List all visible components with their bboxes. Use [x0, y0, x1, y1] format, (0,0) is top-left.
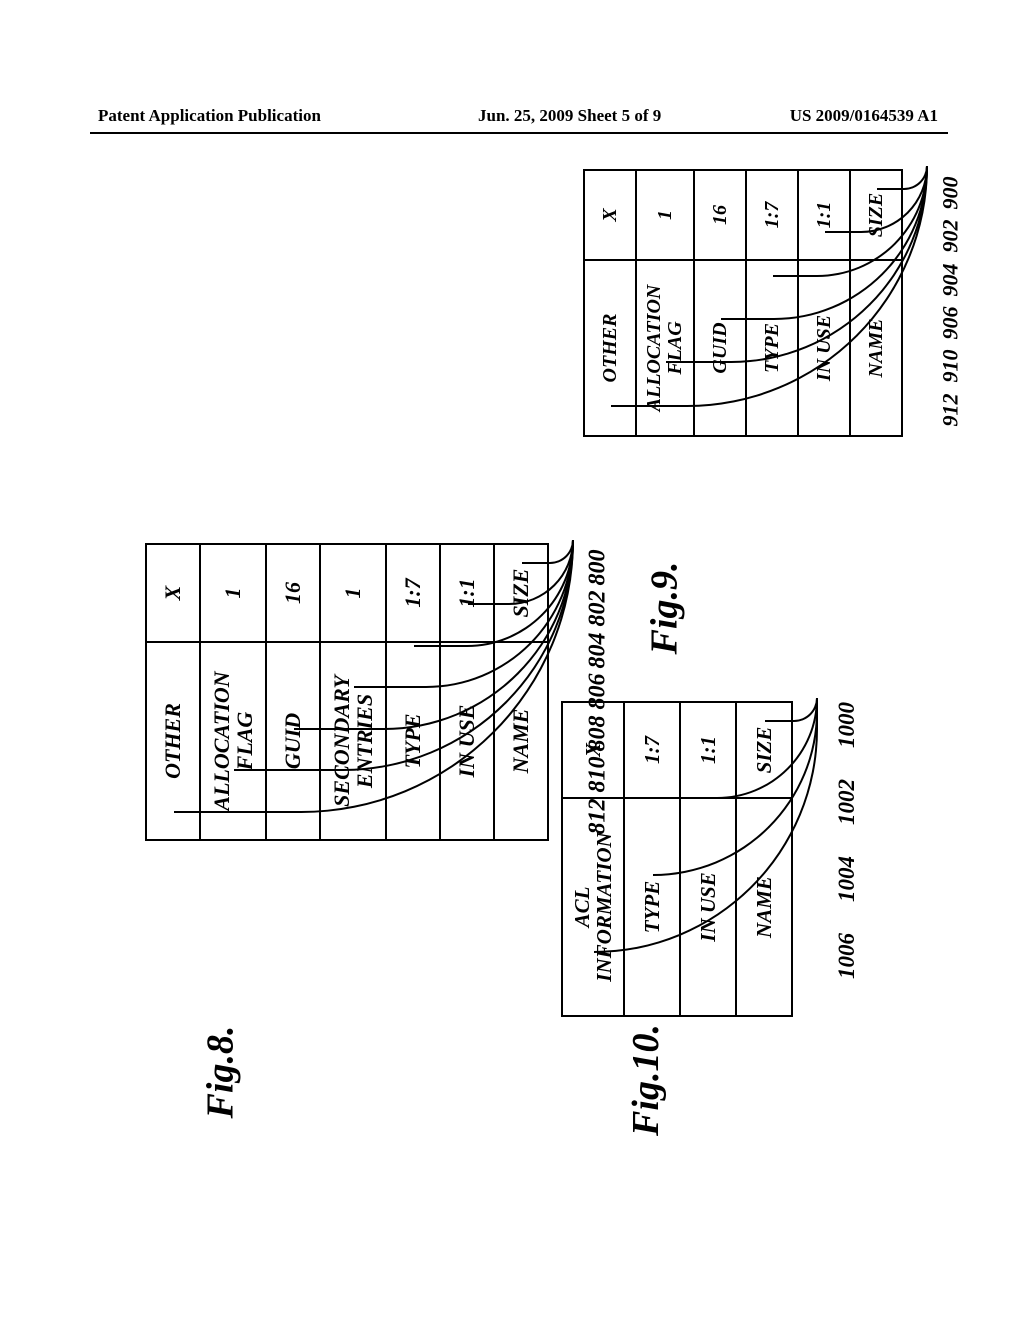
fig9-ref-900: 900: [938, 177, 964, 210]
header-left: Patent Application Publication: [98, 106, 321, 126]
fig10-label: Fig.10.: [624, 1024, 668, 1136]
header-rule: [90, 132, 948, 134]
fig9-ref-902: 902: [938, 220, 964, 253]
fig10-ref-1000: 1000: [834, 702, 860, 748]
fig8-label: Fig.8.: [198, 1026, 242, 1119]
fig10-ref-1006: 1006: [834, 933, 860, 979]
page-header: Patent Application Publication Jun. 25, …: [98, 106, 938, 126]
fig8-ref-804: 804: [585, 632, 612, 668]
fig8-ref-802: 802: [585, 591, 612, 627]
fig9-ref-906: 906: [938, 307, 964, 340]
fig9-ref-912: 912: [938, 393, 964, 426]
header-center: Jun. 25, 2009 Sheet 5 of 9: [478, 106, 661, 126]
fig10-ref-1002: 1002: [834, 779, 860, 825]
fig9-label: Fig.9.: [642, 562, 686, 655]
fig10-ref-1004: 1004: [834, 856, 860, 902]
fig9-ref-904: 904: [938, 263, 964, 296]
header-right: US 2009/0164539 A1: [790, 106, 938, 126]
fig9-ref-910: 910: [938, 350, 964, 383]
fig8-ref-800: 800: [585, 550, 612, 586]
page-area: OTHERXALLOCATIONFLAG1GUID16SECONDARYENTR…: [90, 150, 948, 1260]
